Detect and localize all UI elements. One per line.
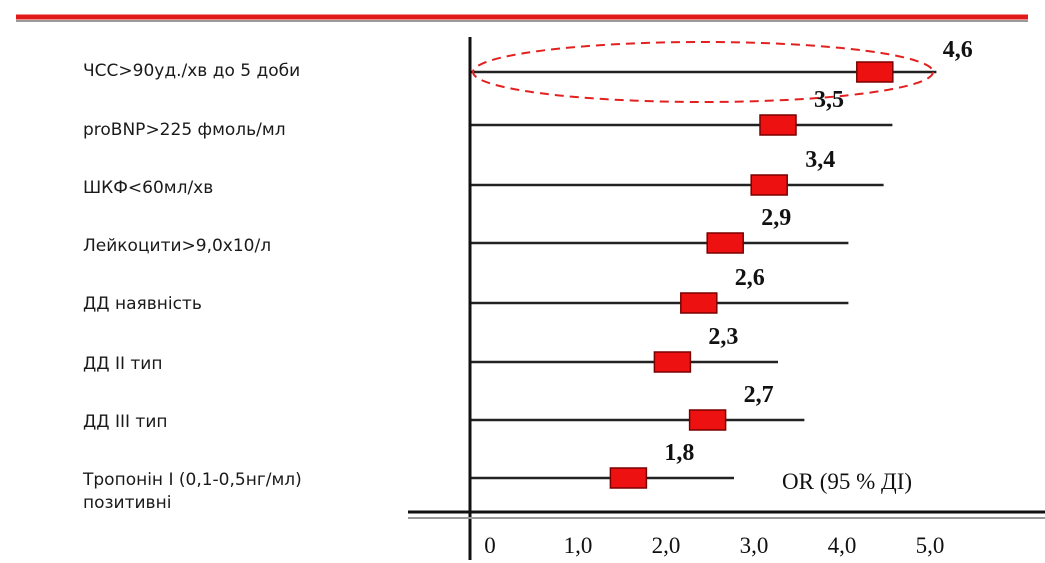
row-label: ДД наявність: [83, 294, 202, 314]
row-label: ЧСС>90уд./хв до 5 доби: [83, 61, 300, 81]
row-label-line: ДД ІІ тип: [83, 354, 162, 374]
x-tick-label: 2,0: [652, 533, 681, 558]
row-label: ДД ІІІ тип: [83, 412, 167, 432]
row-label: ШКФ<60мл/хв: [83, 178, 213, 198]
x-tick-label: 5,0: [916, 533, 945, 558]
or-marker: [759, 114, 797, 136]
row-label-line: ДД ІІІ тип: [83, 412, 167, 432]
forest-row: Тропонін І (0,1-0,5нг/мл) позитивні 1,8: [82, 440, 734, 513]
or-marker: [680, 292, 718, 314]
row-label-line: позитивні: [83, 493, 171, 513]
or-value-label: 3,5: [814, 87, 844, 113]
or-value-label: 4,6: [943, 37, 973, 63]
row-label-line: ДД наявність: [83, 294, 202, 314]
or-axis-label: OR (95 % ДІ): [782, 469, 912, 494]
row-label-line: ЧСС>90уд./хв до 5 доби: [83, 61, 300, 81]
forest-row: ШКФ<60мл/хв 3,4: [83, 147, 884, 198]
or-marker: [856, 61, 894, 83]
or-marker: [609, 467, 648, 489]
forest-row: ДД ІІІ тип 2,7: [83, 382, 805, 432]
row-label: Лейкоцити>9,0х10/л: [83, 236, 271, 256]
or-value-label: 3,4: [805, 147, 835, 173]
x-tick-label: 1,0: [564, 533, 593, 558]
or-marker: [688, 409, 727, 431]
x-tick-label: 0: [484, 533, 496, 558]
row-label: Тропонін І (0,1-0,5нг/мл) позитивні: [82, 470, 302, 513]
x-tick-label: 3,0: [740, 533, 769, 558]
or-value-label: 2,6: [735, 265, 765, 291]
forest-rows: ЧСС>90уд./хв до 5 доби 4,6 proBNP>225 фмол…: [82, 37, 973, 513]
forest-row: proBNP>225 фмоль/мл 3,5: [83, 87, 893, 140]
forest-row: Лейкоцити>9,0х10/л 2,9: [83, 205, 849, 256]
row-label: ДД ІІ тип: [83, 354, 162, 374]
or-value-label: 2,9: [761, 205, 791, 231]
or-value-label: 1,8: [664, 440, 694, 466]
or-marker: [706, 232, 744, 254]
x-tick-label: 4,0: [828, 533, 857, 558]
or-value-label: 2,7: [744, 382, 774, 408]
forest-row: ДД ІІ тип 2,3: [83, 324, 778, 374]
highlight-ellipse: [472, 41, 934, 103]
forest-row: ДД наявність 2,6: [83, 265, 849, 314]
or-value-label: 2,3: [708, 324, 738, 350]
row-label-line: ШКФ<60мл/хв: [83, 178, 213, 198]
row-label: proBNP>225 фмоль/мл: [83, 120, 286, 140]
row-label-line: Тропонін І (0,1-0,5нг/мл): [82, 470, 302, 490]
forest-row: ЧСС>90уд./хв до 5 доби 4,6: [83, 37, 973, 103]
row-label-line: Лейкоцити>9,0х10/л: [83, 236, 271, 256]
or-marker: [750, 174, 788, 196]
x-ticks: 0 1,0 2,0 3,0 4,0 5,0: [484, 533, 944, 558]
or-marker: [653, 351, 692, 373]
row-label-line: proBNP>225 фмоль/мл: [83, 120, 286, 140]
